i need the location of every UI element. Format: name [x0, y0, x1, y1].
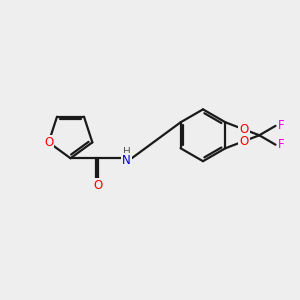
Text: F: F	[278, 119, 285, 132]
Text: N: N	[122, 154, 131, 166]
Text: H: H	[123, 147, 130, 157]
Text: O: O	[239, 123, 249, 136]
Text: O: O	[44, 136, 53, 149]
Text: O: O	[94, 179, 103, 192]
Text: O: O	[239, 135, 249, 148]
Text: F: F	[278, 138, 285, 151]
